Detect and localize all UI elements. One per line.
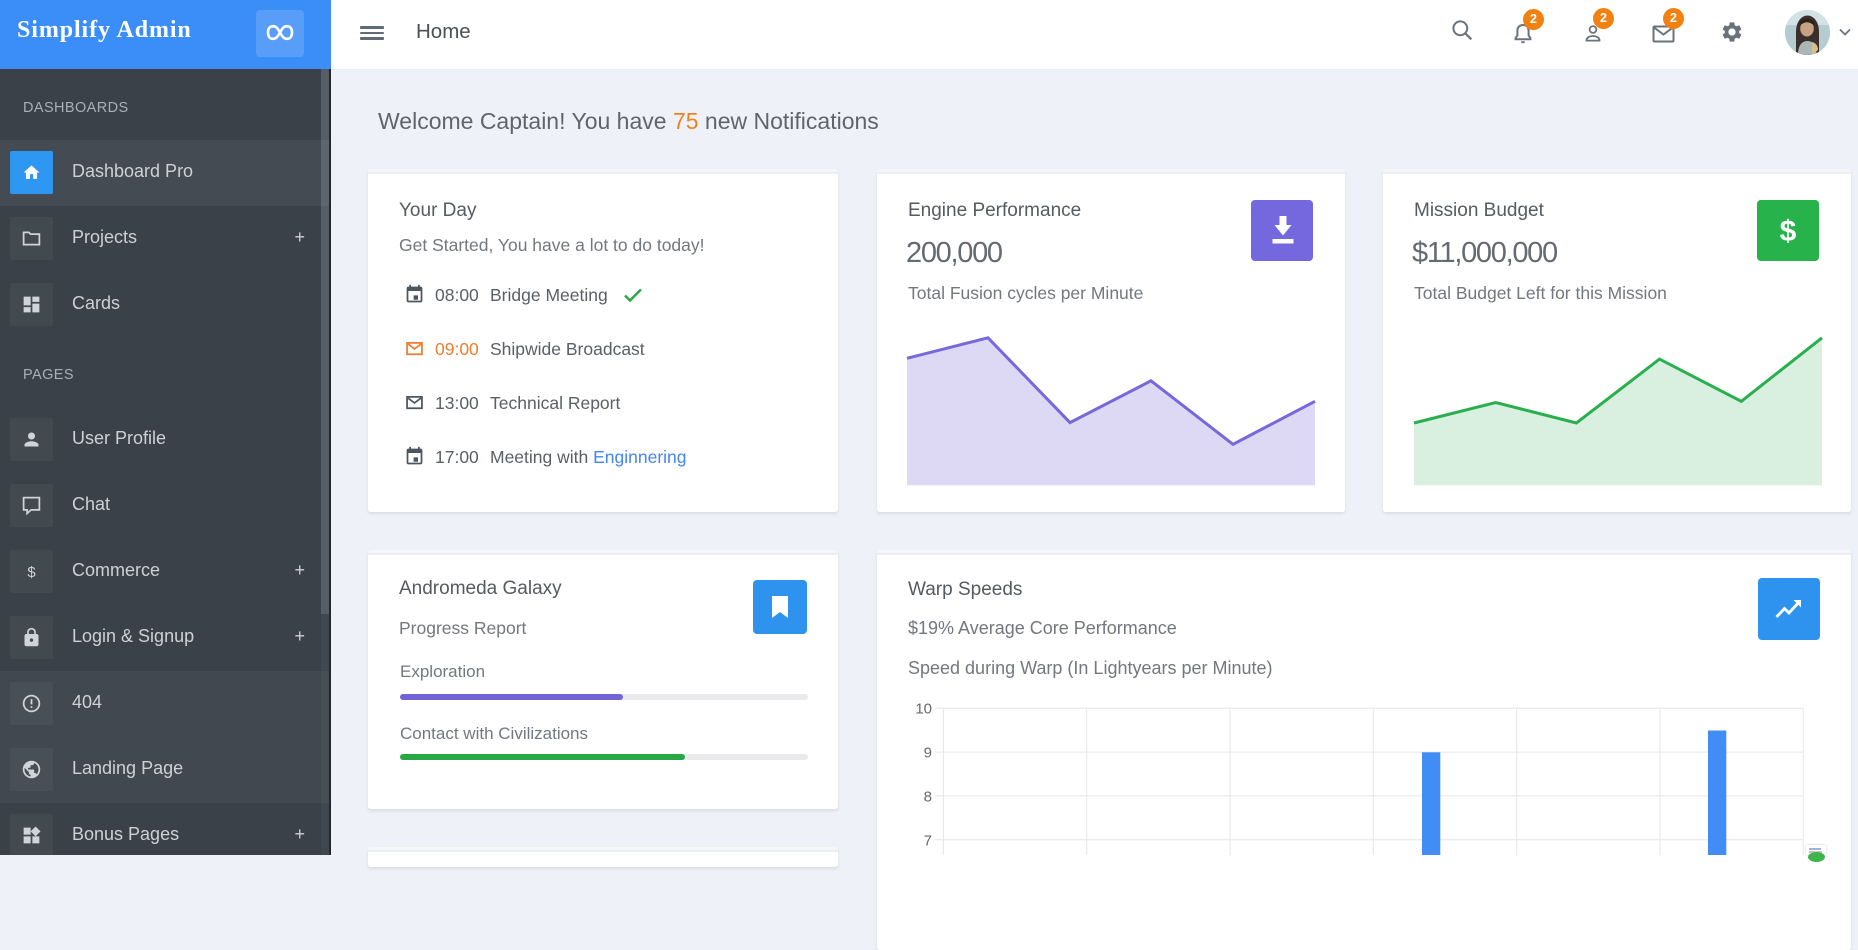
svg-text:$: $ [1780,215,1797,248]
svg-text:$: $ [27,565,36,581]
svg-text:10: 10 [915,701,932,718]
svg-text:9: 9 [924,745,932,762]
svg-text:8: 8 [924,789,932,806]
svg-text:7: 7 [924,833,932,850]
